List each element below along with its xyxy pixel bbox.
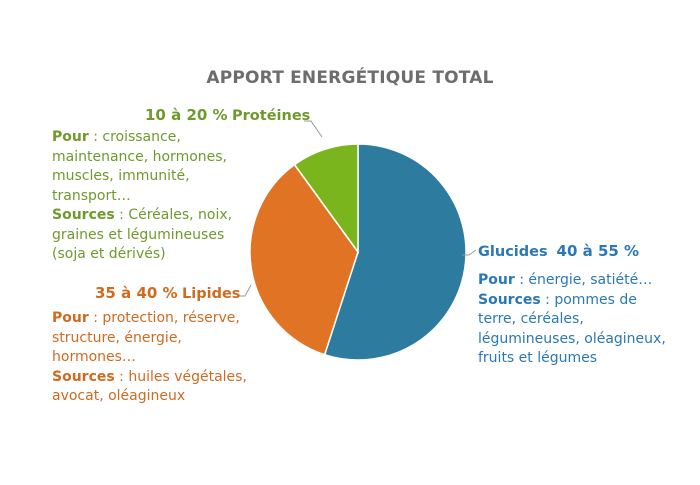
glucides-sources-label: Sources — [478, 291, 541, 308]
glucides-description: Pour : énergie, satiété… Sources : pomme… — [478, 271, 666, 369]
proteines-pour-label: Pour — [52, 129, 89, 145]
glucides-sources-line: fruits et légumes — [478, 350, 598, 366]
glucides-sources-line: : pommes de — [540, 291, 637, 308]
chart-title: APPORT ENERGÉTIQUE TOTAL — [206, 68, 494, 88]
proteines-description: Pour : croissance, maintenance, hormones… — [52, 128, 232, 265]
lipides-pour-line: : protection, réserve, — [88, 310, 240, 326]
glucides-header: Glucides 40 à 55 % — [478, 242, 639, 263]
glucides-name: Glucides — [478, 244, 548, 260]
lipides-pour-line: structure, énergie, — [52, 329, 182, 346]
lipides-pour-label: Pour — [52, 310, 89, 326]
proteines-pour-line: transport… — [52, 187, 131, 204]
glucides-sources-line: légumineuses, oléagineux, — [478, 330, 666, 347]
lipides-name: Lipides — [182, 286, 241, 302]
lipides-header: 35 à 40 % Lipides — [95, 284, 240, 305]
proteines-sources-line: : Céréales, noix, — [114, 207, 233, 223]
glucides-pour-line: : énergie, satiété… — [514, 272, 653, 288]
leader-line-glucides — [462, 249, 477, 256]
glucides-sources-line: terre, céréales, — [478, 311, 584, 327]
lipides-percent: 35 à 40 % — [95, 284, 178, 302]
leader-line-lipides — [238, 284, 252, 297]
proteines-sources-label: Sources — [52, 207, 115, 223]
leader-line-proteines — [304, 120, 323, 138]
lipides-sources-label: Sources — [52, 368, 115, 385]
pie-slice-glucides — [323, 143, 467, 361]
glucides-percent: 40 à 55 % — [556, 242, 640, 260]
lipides-sources-line: avocat, oléagineux — [52, 388, 186, 404]
proteines-header: 10 à 20 % Protéines — [145, 106, 310, 127]
proteines-pour-line: muscles, immunité, — [52, 168, 190, 184]
proteines-sources-line: (soja et dérivés) — [52, 246, 166, 262]
pie-slice-proteines — [293, 143, 359, 255]
proteines-pour-line: maintenance, hormones, — [52, 148, 227, 165]
glucides-pour-label: Pour — [478, 272, 515, 288]
pie-slice-lipides — [249, 163, 359, 356]
lipides-pour-line: hormones… — [52, 349, 136, 365]
proteines-pour-line: : croissance, — [88, 129, 181, 145]
proteines-name: Protéines — [232, 108, 311, 124]
proteines-sources-line: graines et légumineuses — [52, 226, 225, 243]
lipides-sources-line: : huiles végétales, — [114, 368, 247, 385]
proteines-percent: 10 à 20 % — [145, 106, 228, 124]
lipides-description: Pour : protection, réserve, structure, é… — [52, 309, 247, 407]
